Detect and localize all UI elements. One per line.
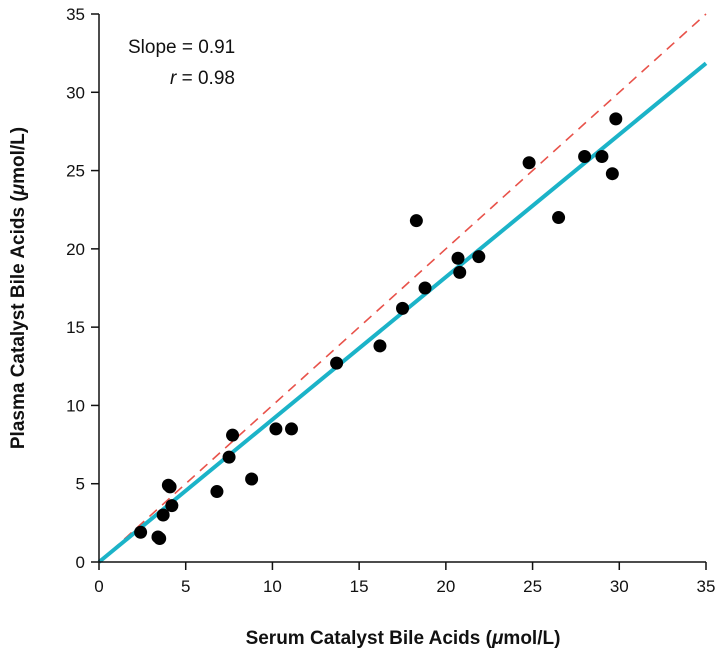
data-point [330,356,344,370]
data-point [522,156,536,170]
data-point [285,422,299,436]
data-point [595,149,609,163]
y-axis-title: Plasma Catalyst Bile Acids (μmol/L) [8,127,29,449]
y-tick-label: 25 [66,162,85,181]
data-point [373,339,387,353]
y-tick-label: 35 [66,5,85,24]
x-tick-label: 20 [436,577,455,596]
x-tick-label: 35 [697,577,716,596]
axes-frame [98,14,706,563]
x-tick-label: 25 [523,577,542,596]
x-axis-title: Serum Catalyst Bile Acids (μmol/L) [246,628,561,649]
data-point [226,428,240,442]
y-tick-label: 30 [66,83,85,102]
data-point [165,499,179,513]
data-point [605,167,619,181]
data-points [134,112,623,546]
data-point [418,281,432,295]
data-point [472,250,486,264]
y-tick-label: 20 [66,240,85,259]
x-tick-label: 30 [610,577,629,596]
y-tick-label: 0 [76,553,85,572]
x-tick-label: 10 [263,577,282,596]
y-tick-label: 5 [76,475,85,494]
stats-annotation: Slope = 0.91 r = 0.98 [128,37,235,89]
y-tick-label: 10 [66,396,85,415]
data-point [396,301,409,315]
r-annotation: r = 0.98 [170,68,235,89]
data-point [245,472,259,486]
data-point [552,211,566,225]
x-tick-label: 5 [181,577,190,596]
fit-lines [97,13,708,564]
data-point [409,214,423,228]
axis-ticks: 0 5 10 15 20 25 30 35 0 5 10 15 20 25 30 35 [66,5,715,596]
data-point [451,251,465,265]
x-tick-label: 15 [350,577,369,596]
y-tick-label: 15 [66,318,85,337]
x-tick-label: 0 [94,577,103,596]
slope-annotation: Slope = 0.91 [128,37,235,58]
data-point [578,149,592,163]
data-point [269,422,283,436]
data-point [453,265,467,279]
data-point [163,480,177,494]
data-point [153,532,167,546]
data-point [609,112,623,126]
data-point [156,508,170,522]
data-point [222,450,236,464]
data-point [210,485,224,499]
identity-line [98,13,707,563]
data-point [134,525,148,539]
